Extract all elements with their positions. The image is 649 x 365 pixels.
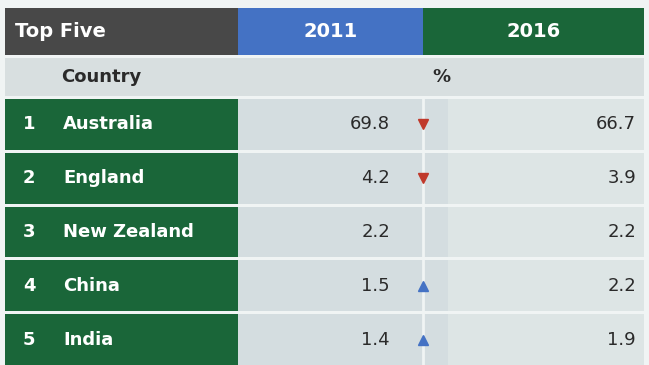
Bar [53,314,238,365]
Text: 2016: 2016 [506,22,561,41]
Text: 2.2: 2.2 [607,277,636,295]
Text: New Zealand: New Zealand [63,223,194,241]
Bar [53,99,238,150]
Bar [448,260,644,311]
Text: 3: 3 [23,223,35,241]
Text: 66.7: 66.7 [596,115,636,133]
Bar [5,99,53,150]
Text: 4: 4 [23,277,35,295]
Bar [238,260,398,311]
Text: 2.2: 2.2 [607,223,636,241]
Text: 1.9: 1.9 [607,331,636,349]
Bar [238,153,398,204]
Text: Country: Country [61,68,141,86]
Text: 2.2: 2.2 [361,223,390,241]
Bar [398,260,448,311]
Bar [448,153,644,204]
Bar [398,99,448,150]
Text: 2011: 2011 [303,22,358,41]
Bar [448,99,644,150]
Bar [53,153,238,204]
Bar [398,314,448,365]
Bar [5,260,53,311]
Bar [448,207,644,257]
Bar [5,153,53,204]
Bar [448,314,644,365]
Text: 69.8: 69.8 [350,115,390,133]
Bar [238,314,398,365]
Text: India: India [63,331,113,349]
Bar [5,58,238,96]
Bar [238,99,398,150]
Bar [423,8,644,55]
Text: England: England [63,169,144,187]
Bar [5,207,53,257]
Text: Australia: Australia [63,115,154,133]
Bar [398,207,448,257]
Text: 5: 5 [23,331,35,349]
Text: China: China [63,277,120,295]
Bar [5,8,238,55]
Text: 1.4: 1.4 [361,331,390,349]
Text: 1.5: 1.5 [361,277,390,295]
Text: 3.9: 3.9 [607,169,636,187]
Bar [238,8,423,55]
Bar [5,314,53,365]
Bar [398,153,448,204]
Text: 4.2: 4.2 [361,169,390,187]
Text: 2: 2 [23,169,35,187]
Text: Top Five: Top Five [15,22,106,41]
Text: 1: 1 [23,115,35,133]
Bar [238,207,398,257]
Bar [238,58,644,96]
Bar [53,207,238,257]
Text: %: % [432,68,450,86]
Bar [53,260,238,311]
